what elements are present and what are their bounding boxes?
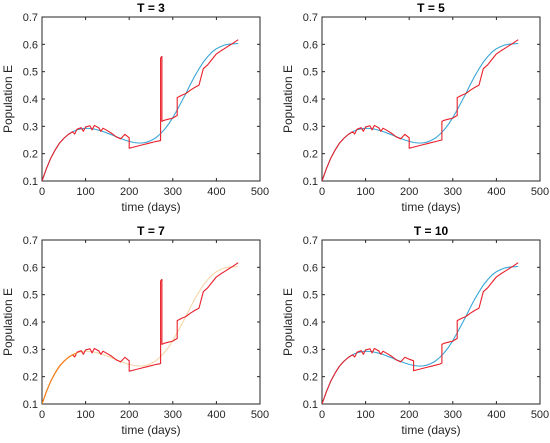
series-line-1 — [42, 42, 239, 181]
y-tick-label: 0.1 — [303, 399, 318, 411]
y-tick-label: 0.2 — [303, 149, 318, 161]
y-tick-label: 0.5 — [23, 290, 38, 302]
y-axis-label: Population E — [281, 65, 295, 133]
chart-title: T = 5 — [417, 1, 445, 15]
y-axis-label: Population E — [1, 288, 15, 356]
x-tick-label: 300 — [444, 186, 462, 198]
x-tick-label: 100 — [76, 409, 94, 421]
series-line-2 — [322, 39, 519, 181]
x-tick-label: 500 — [251, 409, 269, 421]
series-line-2 — [322, 262, 519, 404]
x-axis-label: time (days) — [401, 423, 460, 437]
x-tick-label: 400 — [207, 409, 225, 421]
y-tick-label: 0.1 — [23, 176, 38, 188]
series-line-2 — [42, 262, 239, 404]
x-tick-label: 100 — [356, 409, 374, 421]
axes-box — [41, 16, 261, 182]
x-tick-label: 0 — [39, 186, 45, 198]
y-tick-label: 0.7 — [23, 12, 38, 24]
x-tick-label: 400 — [207, 186, 225, 198]
y-tick-label: 0.4 — [303, 94, 318, 106]
chart-title: T = 10 — [414, 224, 449, 238]
x-axis-label: time (days) — [121, 200, 180, 214]
chart-panel-4: 0 100 200 300 400 500 0.1 0.2 0.3 0.4 0.5 0.6 0.7 T =… — [281, 224, 549, 437]
chart-panel-3: 0 100 200 300 400 500 0.1 0.2 0.3 0.4 0.5 0.6 0.7 T =… — [1, 224, 269, 437]
y-tick-label: 0.5 — [303, 290, 318, 302]
x-tick-label: 400 — [487, 409, 505, 421]
y-tick-label: 0.2 — [23, 149, 38, 161]
axes-box — [41, 239, 261, 405]
x-tick-label: 100 — [356, 186, 374, 198]
x-tick-label: 0 — [319, 186, 325, 198]
x-tick-label: 200 — [400, 409, 418, 421]
series-line-2 — [42, 39, 239, 181]
y-tick-label: 0.1 — [23, 399, 38, 411]
y-tick-label: 0.5 — [23, 67, 38, 79]
y-tick-label: 0.7 — [303, 235, 318, 247]
y-tick-label: 0.6 — [303, 262, 318, 274]
y-tick-label: 0.7 — [23, 235, 38, 247]
x-tick-label: 300 — [164, 409, 182, 421]
x-tick-label: 200 — [120, 409, 138, 421]
x-axis-label: time (days) — [401, 200, 460, 214]
y-axis-label: Population E — [1, 65, 15, 133]
y-tick-label: 0.3 — [303, 344, 318, 356]
y-tick-label: 0.6 — [303, 39, 318, 51]
x-tick-label: 300 — [444, 409, 462, 421]
chart-panel-1: 0 100 200 300 400 500 0.1 0.2 0.3 0.4 0.5 0.6 0.7 T =… — [1, 1, 269, 214]
chart-panel-2: 0 100 200 300 400 500 0.1 0.2 0.3 0.4 0.5 0.6 0.7 T =… — [281, 1, 549, 214]
y-tick-label: 0.4 — [303, 317, 318, 329]
x-tick-label: 0 — [39, 409, 45, 421]
y-tick-label: 0.2 — [303, 372, 318, 384]
y-tick-label: 0.3 — [23, 344, 38, 356]
y-tick-label: 0.4 — [23, 317, 38, 329]
x-tick-label: 100 — [76, 186, 94, 198]
y-axis-label: Population E — [281, 288, 295, 356]
axes-box — [321, 239, 541, 405]
x-tick-label: 200 — [120, 186, 138, 198]
y-tick-label: 0.3 — [23, 121, 38, 133]
series-line-3 — [42, 352, 78, 404]
y-tick-label: 0.1 — [303, 176, 318, 188]
y-tick-label: 0.5 — [303, 67, 318, 79]
y-tick-label: 0.7 — [303, 12, 318, 24]
x-tick-label: 300 — [164, 186, 182, 198]
x-axis-label: time (days) — [121, 423, 180, 437]
y-tick-label: 0.6 — [23, 262, 38, 274]
y-tick-label: 0.2 — [23, 372, 38, 384]
y-tick-label: 0.4 — [23, 94, 38, 106]
x-tick-label: 500 — [251, 186, 269, 198]
x-tick-label: 400 — [487, 186, 505, 198]
y-tick-label: 0.6 — [23, 39, 38, 51]
chart-title: T = 7 — [137, 224, 165, 238]
axes-box — [321, 16, 541, 182]
x-tick-label: 500 — [531, 186, 549, 198]
series-line-1 — [322, 42, 519, 181]
y-tick-label: 0.3 — [303, 121, 318, 133]
x-tick-label: 500 — [531, 409, 549, 421]
series-line-1 — [322, 265, 519, 404]
x-tick-label: 0 — [319, 409, 325, 421]
x-tick-label: 200 — [400, 186, 418, 198]
chart-title: T = 3 — [137, 1, 165, 15]
